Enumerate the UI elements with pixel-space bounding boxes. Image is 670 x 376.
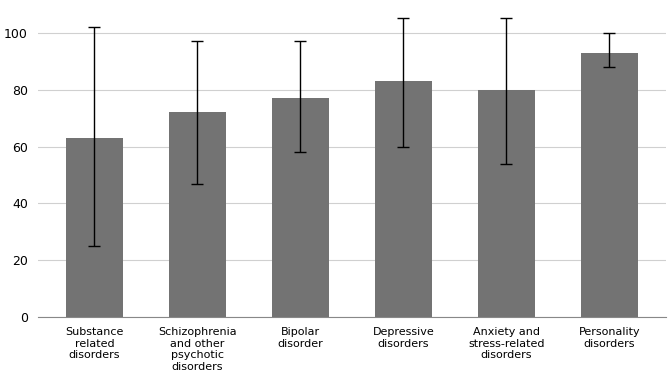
Bar [66, 138, 123, 317]
Bar [478, 89, 535, 317]
Bar [169, 112, 226, 317]
Bar [272, 98, 328, 317]
Bar [581, 53, 638, 317]
Bar [375, 81, 431, 317]
